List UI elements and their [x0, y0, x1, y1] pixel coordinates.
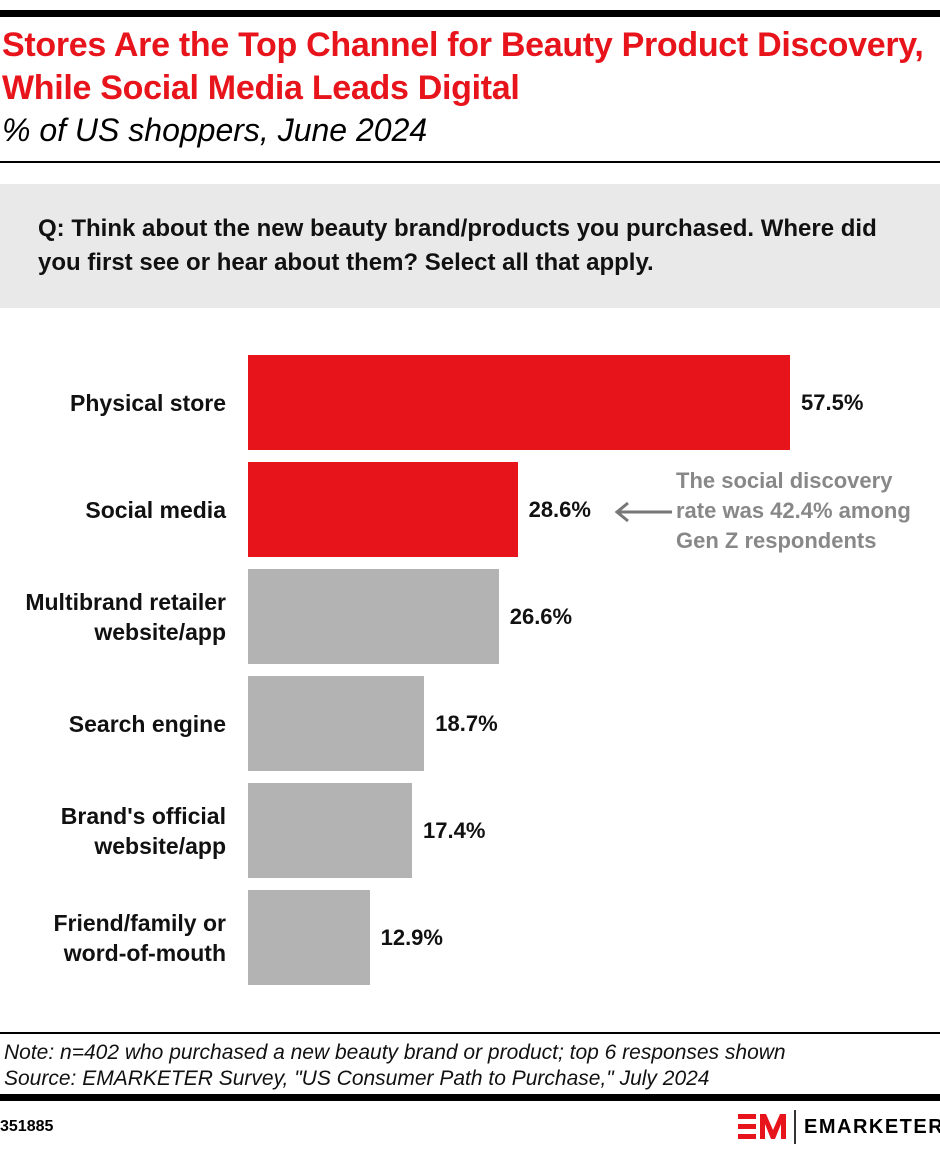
bar — [248, 783, 412, 878]
category-label: Friend/family or word-of-mouth — [53, 909, 226, 966]
value-label: 17.4% — [423, 817, 486, 843]
bar — [248, 890, 370, 985]
category-label: Search engine — [68, 710, 226, 737]
survey-question: Q: Think about the new beauty brand/prod… — [38, 215, 877, 276]
bar — [248, 355, 790, 450]
divider — [0, 1032, 940, 1034]
source: Source: EMARKETER Survey, "US Consumer P… — [4, 1067, 710, 1090]
bar — [248, 569, 499, 664]
annotation: The social discovery rate was 42.4% amon… — [676, 468, 911, 553]
category-label: Brand's official website/app — [60, 802, 226, 859]
question-box — [0, 184, 940, 308]
bar — [248, 676, 425, 771]
value-label: 18.7% — [435, 710, 498, 736]
note: Note: n=402 who purchased a new beauty b… — [4, 1041, 786, 1064]
chart-title: Stores Are the Top Channel for Beauty Pr… — [2, 26, 924, 107]
category-label: Multibrand retailer website/app — [25, 588, 226, 645]
emarketer-logo: EMARKETER — [738, 1110, 940, 1144]
footnote: Note: n=402 who purchased a new beauty b… — [4, 1040, 786, 1092]
arrow-left-icon — [614, 501, 672, 523]
bar — [248, 462, 518, 557]
logo-text: EMARKETER — [804, 1115, 940, 1138]
category-label: Social media — [85, 496, 226, 523]
value-label: 12.9% — [380, 924, 443, 950]
value-label: 26.6% — [509, 603, 573, 629]
bottom-rule — [0, 1094, 940, 1101]
value-label: 28.6% — [528, 496, 591, 522]
top-rule — [0, 10, 940, 17]
divider — [0, 161, 940, 163]
chart-subtitle: % of US shoppers, June 2024 — [2, 112, 428, 148]
category-label: Physical store — [70, 389, 226, 416]
chart-id: 351885 — [0, 1118, 54, 1135]
em-logo-icon — [738, 1114, 786, 1139]
value-label: 57.5% — [801, 389, 864, 415]
